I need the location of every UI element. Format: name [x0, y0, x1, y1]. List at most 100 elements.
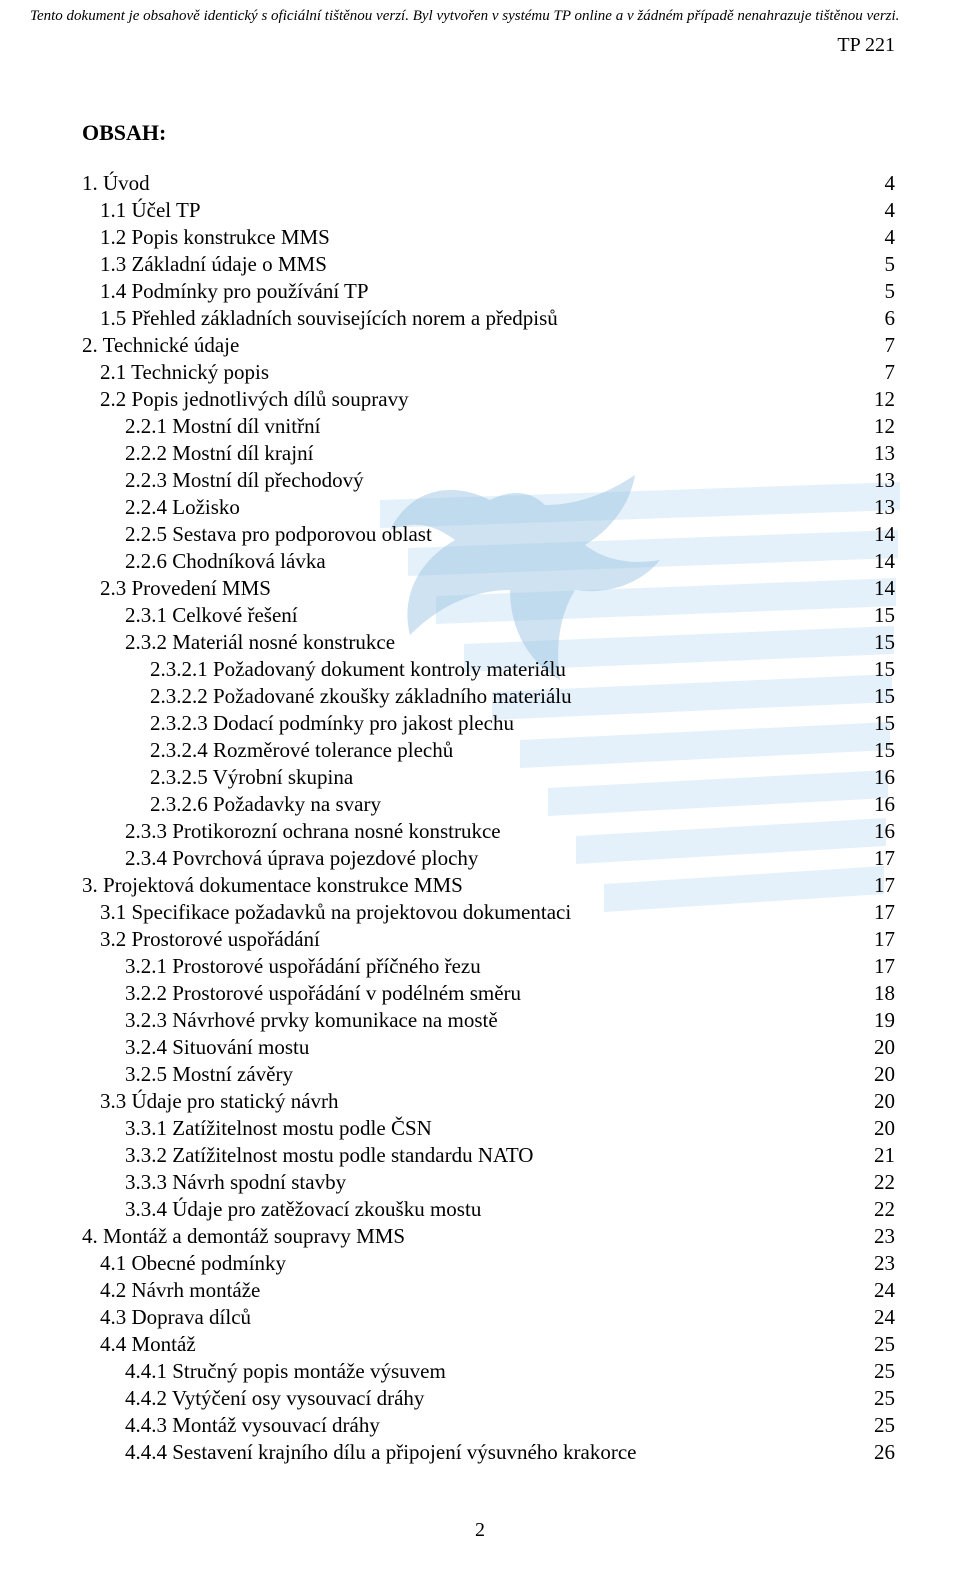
toc-entry-page: 22	[862, 1169, 895, 1196]
toc-entry-title: 2.2.2 Mostní díl krajní	[82, 440, 313, 467]
toc-entry-title: 3.2.4 Situování mostu	[82, 1034, 309, 1061]
toc-heading: OBSAH:	[82, 120, 895, 146]
toc-entry-title: 2.2.4 Ložisko	[82, 494, 240, 521]
document-code: TP 221	[837, 34, 895, 57]
toc-row: 1.5 Přehled základních souvisejících nor…	[82, 305, 895, 332]
toc-row: 1.2 Popis konstrukce MMS 4	[82, 224, 895, 251]
toc-row: 3.2.4 Situování mostu20	[82, 1034, 895, 1061]
toc-row: 4.4.1 Stručný popis montáže výsuvem 25	[82, 1358, 895, 1385]
toc-entry-title: 3.2 Prostorové uspořádání	[82, 926, 320, 953]
toc-row: 3.3.3 Návrh spodní stavby22	[82, 1169, 895, 1196]
toc-entry-page: 25	[862, 1385, 895, 1412]
toc-entry-title: 1.1 Účel TP	[82, 197, 201, 224]
toc-entry-title: 3.3.2 Zatížitelnost mostu podle standard…	[82, 1142, 533, 1169]
toc-entry-title: 4.4.4 Sestavení krajního dílu a připojen…	[82, 1439, 636, 1466]
toc-entry-page: 24	[862, 1304, 895, 1331]
toc-entry-page: 4	[873, 170, 896, 197]
toc-entry-title: 3.3.4 Údaje pro zatěžovací zkoušku mostu	[82, 1196, 481, 1223]
toc-entry-page: 20	[862, 1088, 895, 1115]
toc-entry-page: 17	[862, 953, 895, 980]
toc-entry-page: 15	[862, 683, 895, 710]
toc-entry-title: 3.2.2 Prostorové uspořádání v podélném s…	[82, 980, 521, 1007]
toc-row: 2.3.2.1 Požadovaný dokument kontroly mat…	[82, 656, 895, 683]
toc-entry-title: 1.3 Základní údaje o MMS	[82, 251, 327, 278]
toc-entry-page: 13	[862, 467, 895, 494]
toc-row: 1.3 Základní údaje o MMS5	[82, 251, 895, 278]
toc-entry-page: 14	[862, 521, 895, 548]
toc-entry-title: 2.3.2 Materiál nosné konstrukce	[82, 629, 395, 656]
toc-entry-page: 15	[862, 656, 895, 683]
toc-entry-page: 25	[862, 1331, 895, 1358]
toc-entry-page: 4	[873, 197, 896, 224]
page: Tento dokument je obsahově identický s o…	[0, 0, 960, 1588]
toc-entry-title: 2.3.2.1 Požadovaný dokument kontroly mat…	[82, 656, 566, 683]
toc-entry-title: 2.3.2.4 Rozměrové tolerance plechů	[82, 737, 453, 764]
toc-entry-page: 16	[862, 791, 895, 818]
toc-entry-title: 2.3.2.6 Požadavky na svary	[82, 791, 381, 818]
toc-row: 3. Projektová dokumentace konstrukce MMS…	[82, 872, 895, 899]
toc-entry-title: 2.3.1 Celkové řešení	[82, 602, 298, 629]
toc-row: 3.2.3 Návrhové prvky komunikace na mostě…	[82, 1007, 895, 1034]
toc-row: 3.3.1 Zatížitelnost mostu podle ČSN 20	[82, 1115, 895, 1142]
toc-row: 2.3.4 Povrchová úprava pojezdové plochy1…	[82, 845, 895, 872]
toc-entry-title: 3.3.1 Zatížitelnost mostu podle ČSN	[82, 1115, 432, 1142]
toc-row: 2.3 Provedení MMS 14	[82, 575, 895, 602]
toc-entry-title: 1.2 Popis konstrukce MMS	[82, 224, 330, 251]
toc-entry-title: 2.3.2.2 Požadované zkoušky základního ma…	[82, 683, 572, 710]
toc-entry-page: 25	[862, 1358, 895, 1385]
toc-entry-title: 3.2.1 Prostorové uspořádání příčného řez…	[82, 953, 481, 980]
toc-entry-page: 20	[862, 1115, 895, 1142]
toc-row: 3.3 Údaje pro statický návrh 20	[82, 1088, 895, 1115]
toc-row: 2.2.5 Sestava pro podporovou oblast14	[82, 521, 895, 548]
toc-entry-title: 4.1 Obecné podmínky	[82, 1250, 286, 1277]
toc-entry-page: 17	[862, 926, 895, 953]
toc-entry-title: 2.1 Technický popis	[82, 359, 269, 386]
toc-entry-title: 4.4.3 Montáž vysouvací dráhy	[82, 1412, 380, 1439]
toc-entry-page: 5	[873, 278, 896, 305]
toc-entry-title: 4.4.1 Stručný popis montáže výsuvem	[82, 1358, 446, 1385]
toc-entry-title: 2.3.3 Protikorozní ochrana nosné konstru…	[82, 818, 501, 845]
toc-entry-page: 23	[862, 1250, 895, 1277]
toc-entry-title: 4.2 Návrh montáže	[82, 1277, 260, 1304]
toc-entry-title: 1.4 Podmínky pro používání TP	[82, 278, 369, 305]
toc-row: 4.4 Montáž25	[82, 1331, 895, 1358]
toc-entry-page: 16	[862, 764, 895, 791]
toc-entry-page: 15	[862, 710, 895, 737]
toc-entry-page: 13	[862, 494, 895, 521]
toc-row: 3.1 Specifikace požadavků na projektovou…	[82, 899, 895, 926]
toc-entry-page: 14	[862, 548, 895, 575]
toc-row: 1.1 Účel TP 4	[82, 197, 895, 224]
toc-entry-title: 3.1 Specifikace požadavků na projektovou…	[82, 899, 571, 926]
toc-row: 2.2.3 Mostní díl přechodový13	[82, 467, 895, 494]
toc-entry-page: 17	[862, 899, 895, 926]
toc-entry-page: 12	[862, 413, 895, 440]
toc-entry-page: 13	[862, 440, 895, 467]
toc-entry-page: 16	[862, 818, 895, 845]
toc-entry-title: 2.2.1 Mostní díl vnitřní	[82, 413, 320, 440]
toc-entry-title: 2.3.2.5 Výrobní skupina	[82, 764, 353, 791]
toc-entry-title: 2.3 Provedení MMS	[82, 575, 271, 602]
toc-row: 4.3 Doprava dílců24	[82, 1304, 895, 1331]
toc-entry-page: 18	[862, 980, 895, 1007]
toc-entry-page: 14	[862, 575, 895, 602]
toc-entry-page: 15	[862, 629, 895, 656]
toc-row: 2.3.2.4 Rozměrové tolerance plechů15	[82, 737, 895, 764]
toc-entry-page: 4	[873, 224, 896, 251]
toc-row: 2.1 Technický popis 7	[82, 359, 895, 386]
toc-entry-page: 25	[862, 1412, 895, 1439]
toc-row: 2. Technické údaje7	[82, 332, 895, 359]
toc-entry-title: 2.2 Popis jednotlivých dílů soupravy	[82, 386, 409, 413]
toc-row: 2.2.4 Ložisko 13	[82, 494, 895, 521]
toc-entry-title: 1. Úvod	[82, 170, 150, 197]
toc-entry-page: 7	[873, 332, 896, 359]
content-area: OBSAH: 1. Úvod41.1 Účel TP41.2 Popis kon…	[82, 120, 895, 1466]
toc-entry-title: 3.3 Údaje pro statický návrh	[82, 1088, 339, 1115]
toc-entry-page: 7	[873, 359, 896, 386]
toc-row: 2.3.2 Materiál nosné konstrukce 15	[82, 629, 895, 656]
toc-entry-page: 24	[862, 1277, 895, 1304]
page-number: 2	[0, 1519, 960, 1542]
toc-entry-page: 6	[873, 305, 896, 332]
toc-entry-title: 2.3.2.3 Dodací podmínky pro jakost plech…	[82, 710, 514, 737]
toc-row: 3.2 Prostorové uspořádání 17	[82, 926, 895, 953]
toc-entry-title: 3.2.3 Návrhové prvky komunikace na mostě	[82, 1007, 498, 1034]
